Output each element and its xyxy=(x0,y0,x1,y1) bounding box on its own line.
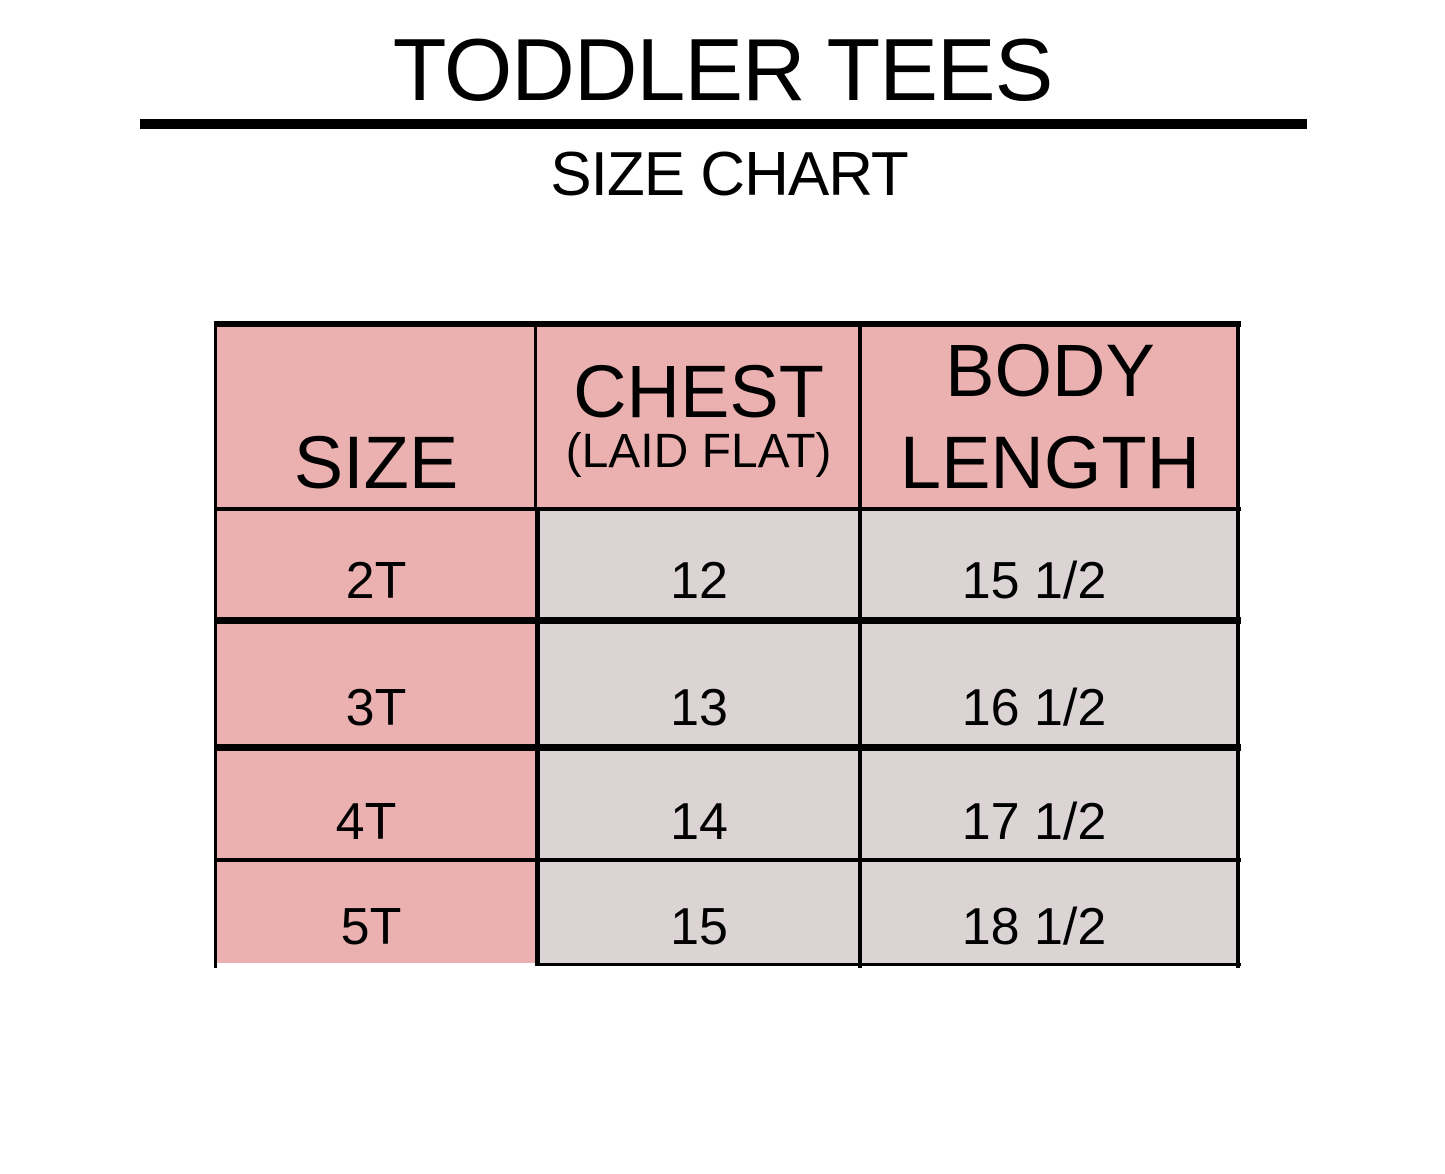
border xyxy=(858,321,862,968)
header-length-label: LENGTH xyxy=(899,421,1201,504)
cell-chest: 14 xyxy=(540,751,858,858)
size-value: 2T xyxy=(345,552,407,610)
header-chest: CHEST (LAID FLAT) xyxy=(537,327,860,507)
cell-length: 15 1/2 xyxy=(862,511,1236,617)
header-chest-label: CHEST xyxy=(573,350,824,433)
border xyxy=(214,321,217,968)
border xyxy=(1236,321,1240,968)
cell-chest: 15 xyxy=(540,862,858,963)
cell-chest: 12 xyxy=(540,511,858,617)
chest-value: 14 xyxy=(670,793,728,851)
border xyxy=(215,617,1241,624)
size-value: 4T xyxy=(335,793,397,851)
cell-size: 3T xyxy=(217,624,535,744)
cell-size: 5T xyxy=(217,862,535,963)
page-title: TODDLER TEES xyxy=(392,20,1054,119)
header-size: SIZE xyxy=(217,327,535,507)
cell-length: 16 1/2 xyxy=(862,624,1236,744)
size-value: 5T xyxy=(340,898,402,956)
cell-length: 17 1/2 xyxy=(862,751,1236,858)
border xyxy=(215,744,1241,751)
cell-chest: 13 xyxy=(540,624,858,744)
size-value: 3T xyxy=(345,679,407,737)
header-body-length: BODY LENGTH xyxy=(862,327,1238,507)
title-divider xyxy=(140,119,1307,129)
length-value: 18 1/2 xyxy=(961,898,1107,956)
border xyxy=(535,963,1241,966)
chest-value: 12 xyxy=(670,552,728,610)
cell-length: 18 1/2 xyxy=(862,862,1236,963)
border xyxy=(535,507,540,966)
cell-size: 2T xyxy=(217,511,535,617)
chest-value: 13 xyxy=(670,679,728,737)
chest-value: 15 xyxy=(670,898,728,956)
border xyxy=(534,321,537,511)
cell-size: 4T xyxy=(217,751,535,858)
border xyxy=(215,858,1241,862)
border xyxy=(215,321,1241,327)
length-value: 17 1/2 xyxy=(961,793,1107,851)
header-body-label: BODY xyxy=(945,329,1155,412)
border xyxy=(215,507,1241,511)
length-value: 16 1/2 xyxy=(961,679,1107,737)
header-chest-sublabel: (LAID FLAT) xyxy=(565,425,832,478)
page-subtitle: SIZE CHART xyxy=(550,140,908,209)
length-value: 15 1/2 xyxy=(961,552,1107,610)
header-size-label: SIZE xyxy=(293,421,459,504)
